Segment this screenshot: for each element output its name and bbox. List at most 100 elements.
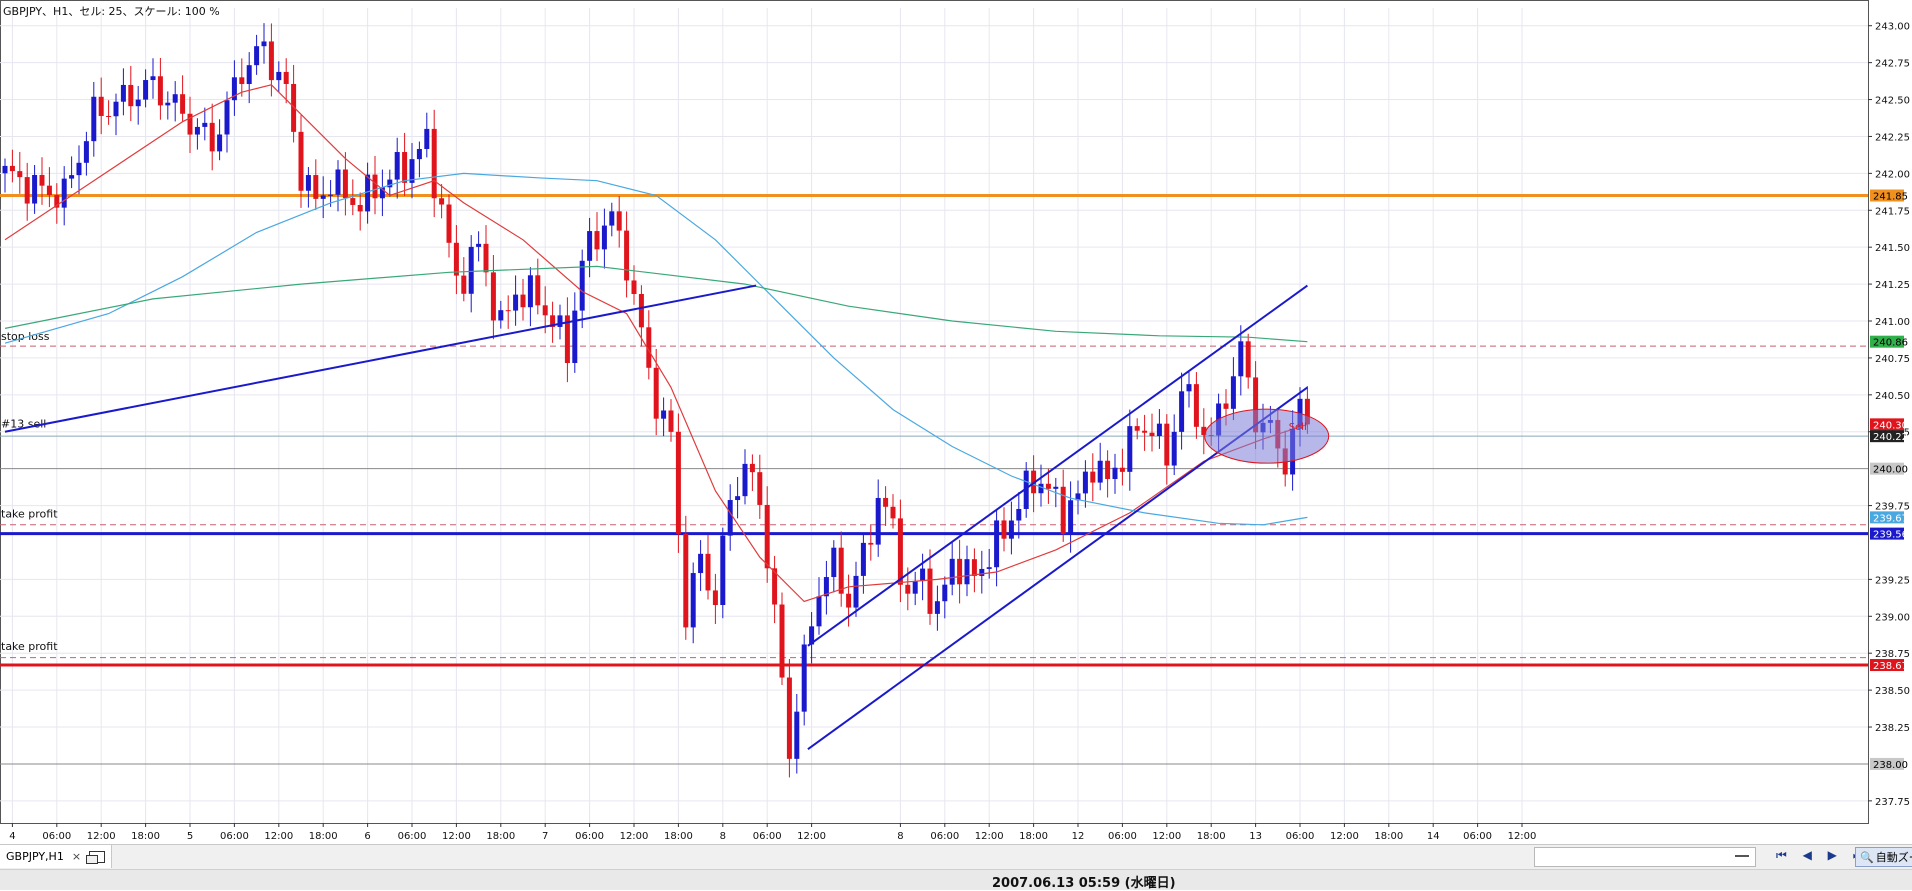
candle-body — [476, 243, 482, 247]
candle-body — [305, 175, 311, 191]
candle-body — [646, 327, 652, 368]
time-tick-label: 06:00 — [1108, 831, 1137, 842]
candle-body — [1253, 377, 1259, 433]
candle — [365, 162, 371, 224]
price-tick-label: 240.75 — [1875, 354, 1910, 365]
candle — [535, 258, 541, 315]
candle-body — [461, 275, 467, 294]
zoom-scrollbar[interactable] — [1534, 847, 1756, 867]
candle-body — [357, 204, 363, 212]
candle — [490, 255, 496, 340]
price-tag-text: 240.30 — [1873, 420, 1908, 431]
candle-body — [912, 581, 918, 594]
close-icon[interactable]: × — [71, 850, 82, 863]
time-tick-label: 12:00 — [87, 831, 116, 842]
tab-gbpjpy-h1[interactable]: GBPJPY,H1 × — [0, 845, 113, 868]
time-tick-label: 6 — [364, 831, 370, 842]
candle-body — [964, 559, 970, 585]
time-tick-label: 7 — [542, 831, 548, 842]
time-tick-label: 12:00 — [975, 831, 1004, 842]
candle — [32, 164, 38, 214]
candle — [994, 509, 1000, 587]
candle — [1008, 501, 1014, 555]
candle-body — [1134, 426, 1140, 431]
candle — [431, 109, 437, 218]
candle — [1230, 357, 1236, 421]
candle-body — [446, 204, 452, 243]
candle — [98, 77, 104, 135]
candle — [727, 484, 733, 551]
candle-body — [202, 122, 208, 127]
candle-body — [846, 593, 852, 608]
price-tick-label: 238.25 — [1875, 723, 1910, 734]
candle — [705, 534, 711, 600]
time-tick-label: 12:00 — [797, 831, 826, 842]
candle-body — [490, 272, 496, 321]
candle — [172, 81, 178, 122]
price-tag: 240.86 — [1870, 335, 1908, 349]
candle-body — [949, 558, 955, 585]
candle — [54, 183, 60, 224]
candle — [24, 162, 30, 221]
candle-body — [276, 71, 282, 81]
candle-body — [979, 568, 985, 576]
price-tick-label: 239.25 — [1875, 575, 1910, 586]
candle-body — [860, 542, 866, 576]
candle — [1082, 460, 1088, 508]
price-tick-label: 243.00 — [1875, 22, 1910, 33]
candle — [883, 486, 889, 526]
candle — [853, 561, 859, 617]
candle — [1068, 481, 1074, 553]
price-tag-bg — [1870, 430, 1904, 443]
candle — [313, 159, 319, 210]
candle-body — [1127, 426, 1133, 472]
candle — [61, 166, 67, 226]
auto-zoom-button[interactable]: 🔍 自動ズーム — [1855, 847, 1912, 867]
candle-body — [1001, 520, 1007, 539]
candle — [979, 550, 985, 594]
candle-body — [705, 553, 711, 591]
navigation-buttons[interactable]: ⏮ ◀ ▶ ⏭ — [1776, 848, 1870, 862]
scroll-handle[interactable] — [1735, 855, 1749, 857]
candle — [624, 211, 630, 298]
time-tick-label: 18:00 — [486, 831, 515, 842]
time-tick-label: 06:00 — [1286, 831, 1315, 842]
candle-body — [1230, 376, 1236, 409]
time-tick-label: 06:00 — [398, 831, 427, 842]
candle-body — [261, 41, 267, 47]
candle — [350, 179, 356, 216]
moving-average-1 — [4, 84, 1308, 603]
window-icon[interactable] — [86, 850, 106, 864]
candle-body — [1068, 500, 1074, 534]
candle-body — [379, 187, 385, 199]
candle — [1045, 468, 1051, 504]
price-tag: 238.67 — [1870, 659, 1908, 672]
candle — [194, 118, 200, 150]
candle — [646, 310, 652, 380]
candle — [1201, 408, 1207, 455]
plot-frame — [0, 0, 1869, 824]
candle — [616, 196, 622, 248]
candle-body — [39, 175, 45, 186]
candle — [1016, 492, 1022, 539]
candle-body — [624, 230, 630, 281]
candle — [690, 562, 696, 644]
status-datetime: 2007.06.13 05:59 (水曜日) — [992, 876, 1176, 891]
candle — [683, 515, 689, 640]
price-chart[interactable]: GBPJPY、H1、セル: 25、スケール: 100 %stop loss#13… — [0, 0, 1912, 844]
candle-body — [668, 410, 674, 432]
price-tick-label: 242.25 — [1875, 132, 1910, 143]
candle-body — [1201, 426, 1207, 436]
candle-body — [587, 231, 593, 261]
candle-body — [1038, 483, 1044, 494]
price-tag: 238.00 — [1870, 757, 1908, 771]
candle-body — [794, 711, 800, 759]
price-tag-bg — [1870, 527, 1904, 540]
candle-body — [106, 115, 112, 117]
candle — [113, 93, 119, 136]
time-tick-label: 18:00 — [131, 831, 160, 842]
candle-body — [609, 211, 615, 226]
candle-body — [772, 568, 778, 605]
candle-body — [143, 80, 149, 100]
candle — [601, 208, 607, 269]
